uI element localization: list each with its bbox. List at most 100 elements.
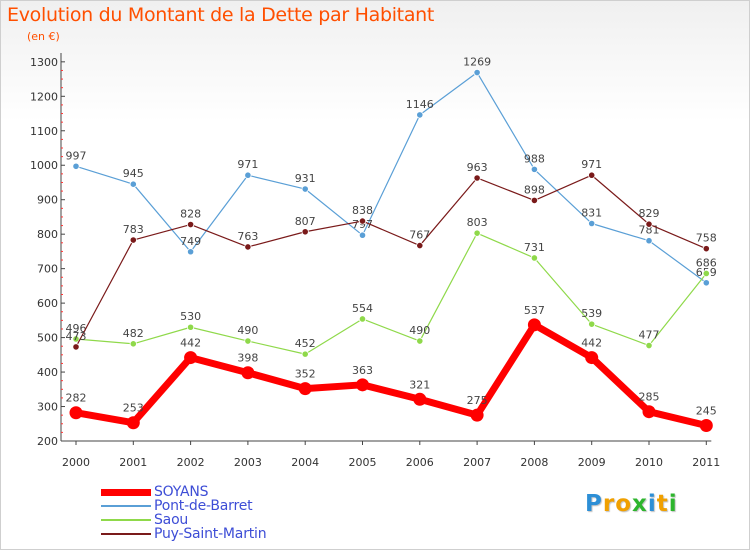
legend-label: SOYANS <box>154 484 209 500</box>
data-label: 352 <box>295 368 316 381</box>
data-label: 477 <box>639 329 660 342</box>
legend-label: Saou <box>154 512 189 528</box>
data-label: 398 <box>237 352 258 365</box>
data-label: 898 <box>524 183 545 196</box>
data-point <box>642 405 656 419</box>
data-point <box>530 254 539 262</box>
logo-letter: t <box>656 491 669 517</box>
data-label: 971 <box>237 158 258 171</box>
y-tick-label: 500 <box>37 332 58 345</box>
data-point <box>473 174 481 182</box>
x-tick-label: 2005 <box>349 456 377 469</box>
chart-subtitle: (en €) <box>27 30 60 43</box>
data-label: 963 <box>467 161 488 174</box>
data-point <box>473 229 481 237</box>
data-point <box>358 217 367 225</box>
data-label: 838 <box>352 204 373 217</box>
data-label: 767 <box>409 229 430 242</box>
logo-letter: P <box>585 491 603 517</box>
y-tick-label: 900 <box>37 194 58 207</box>
data-label: 482 <box>123 327 144 340</box>
data-point <box>187 248 195 256</box>
data-point <box>129 236 137 244</box>
data-label: 686 <box>696 256 717 269</box>
legend-swatch <box>101 519 151 521</box>
data-label: 530 <box>180 310 201 323</box>
data-label: 275 <box>467 394 488 407</box>
data-point <box>129 340 137 348</box>
data-point <box>588 320 596 328</box>
data-point <box>301 350 309 358</box>
data-label: 321 <box>409 378 430 391</box>
data-point <box>358 231 367 239</box>
data-point <box>72 162 80 170</box>
legend: SOYANS Pont-de-Barret Saou Puy-Saint-Martin <box>101 484 267 542</box>
data-label: 731 <box>524 241 545 254</box>
data-point <box>184 351 198 365</box>
data-point <box>413 392 427 406</box>
series-line-Puy-Saint-Martin <box>75 174 707 348</box>
proxiti-logo: Proxiti <box>585 491 678 517</box>
y-tick-label: 800 <box>37 228 58 241</box>
y-tick-label: 400 <box>37 366 58 379</box>
series-line-Saou <box>75 232 707 355</box>
y-tick-label: 1000 <box>30 159 58 172</box>
y-tick-label: 1300 <box>30 56 58 69</box>
data-label: 831 <box>581 206 602 219</box>
data-label: 285 <box>639 391 660 404</box>
x-tick-label: 2009 <box>578 456 606 469</box>
data-label: 758 <box>696 232 717 245</box>
data-point <box>356 378 369 392</box>
data-point <box>244 337 252 345</box>
data-point <box>416 111 424 119</box>
data-label: 807 <box>295 215 316 228</box>
series-line-SOYANS <box>75 321 708 429</box>
data-label: 971 <box>581 158 602 171</box>
data-point <box>72 335 80 343</box>
data-label: 253 <box>123 402 144 415</box>
x-tick-label: 2003 <box>234 456 262 469</box>
data-label: 829 <box>639 207 660 220</box>
x-tick-label: 2008 <box>520 456 548 469</box>
y-tick-label: 600 <box>37 297 58 310</box>
data-label: 490 <box>237 324 258 337</box>
data-label: 931 <box>295 172 316 185</box>
chart-title: Evolution du Montant de la Dette par Hab… <box>7 4 435 26</box>
data-label: 749 <box>180 235 201 248</box>
data-label: 554 <box>352 302 373 315</box>
data-label: 452 <box>295 337 316 350</box>
data-label: 997 <box>66 149 87 162</box>
data-point <box>244 243 252 251</box>
data-point <box>187 220 195 229</box>
data-label: 363 <box>352 364 373 377</box>
y-tick-label: 300 <box>37 401 58 414</box>
legend-swatch <box>101 505 151 507</box>
data-label: 442 <box>180 337 201 350</box>
x-tick-label: 2002 <box>177 456 205 469</box>
data-label: 473 <box>66 330 87 343</box>
data-label: 945 <box>123 167 144 180</box>
y-tick-label: 1200 <box>30 90 58 103</box>
data-label: 496 <box>66 322 87 335</box>
x-tick-label: 2007 <box>463 456 491 469</box>
data-point <box>699 418 713 432</box>
data-label: 988 <box>524 152 545 165</box>
data-point <box>129 180 137 188</box>
data-point <box>301 228 309 236</box>
data-point <box>530 165 539 173</box>
logo-letter: x <box>632 491 648 517</box>
data-label: 539 <box>581 307 602 320</box>
data-point <box>645 220 653 228</box>
data-point <box>416 337 424 345</box>
data-label: 282 <box>66 392 87 405</box>
data-label: 828 <box>180 208 201 221</box>
data-point <box>702 279 710 287</box>
data-label: 1146 <box>406 98 434 111</box>
data-point <box>241 366 255 380</box>
data-point <box>585 351 599 365</box>
y-tick-label: 700 <box>37 263 58 276</box>
data-point <box>530 196 539 204</box>
data-label: 245 <box>696 404 717 417</box>
